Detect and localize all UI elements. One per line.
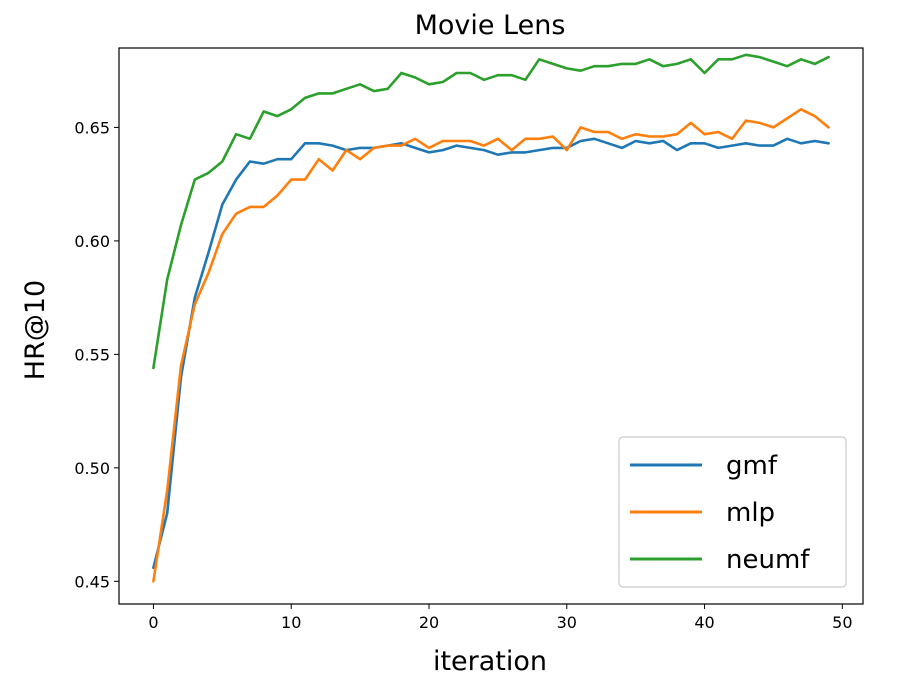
legend: gmf mlp neumf <box>618 436 847 588</box>
chart-title: Movie Lens <box>415 10 566 41</box>
legend-box <box>618 436 847 588</box>
x-tick-label: 40 <box>694 613 714 632</box>
y-tick-label: 0.50 <box>74 459 110 478</box>
series-line-gmf <box>152 137 830 570</box>
x-tick-label: 10 <box>281 613 301 632</box>
x-axis: 0 10 20 30 40 50 <box>148 604 853 632</box>
series-lines <box>152 53 830 583</box>
y-axis-label: HR@10 <box>20 280 51 380</box>
legend-label-gmf: gmf <box>726 451 778 481</box>
y-axis: 0.45 0.50 0.55 0.60 0.65 <box>74 118 119 591</box>
series-line-neumf <box>152 53 830 370</box>
y-tick-label: 0.65 <box>74 118 110 137</box>
legend-label-mlp: mlp <box>726 498 775 528</box>
legend-label-neumf: neumf <box>726 545 810 575</box>
x-tick-label: 0 <box>148 613 158 632</box>
x-tick-label: 20 <box>419 613 439 632</box>
x-tick-label: 50 <box>832 613 852 632</box>
x-axis-label: iteration <box>433 646 547 677</box>
y-tick-label: 0.45 <box>74 572 110 591</box>
x-tick-label: 30 <box>557 613 577 632</box>
y-tick-label: 0.60 <box>74 232 110 251</box>
series-line-mlp <box>152 108 830 583</box>
y-tick-label: 0.55 <box>74 345 110 364</box>
